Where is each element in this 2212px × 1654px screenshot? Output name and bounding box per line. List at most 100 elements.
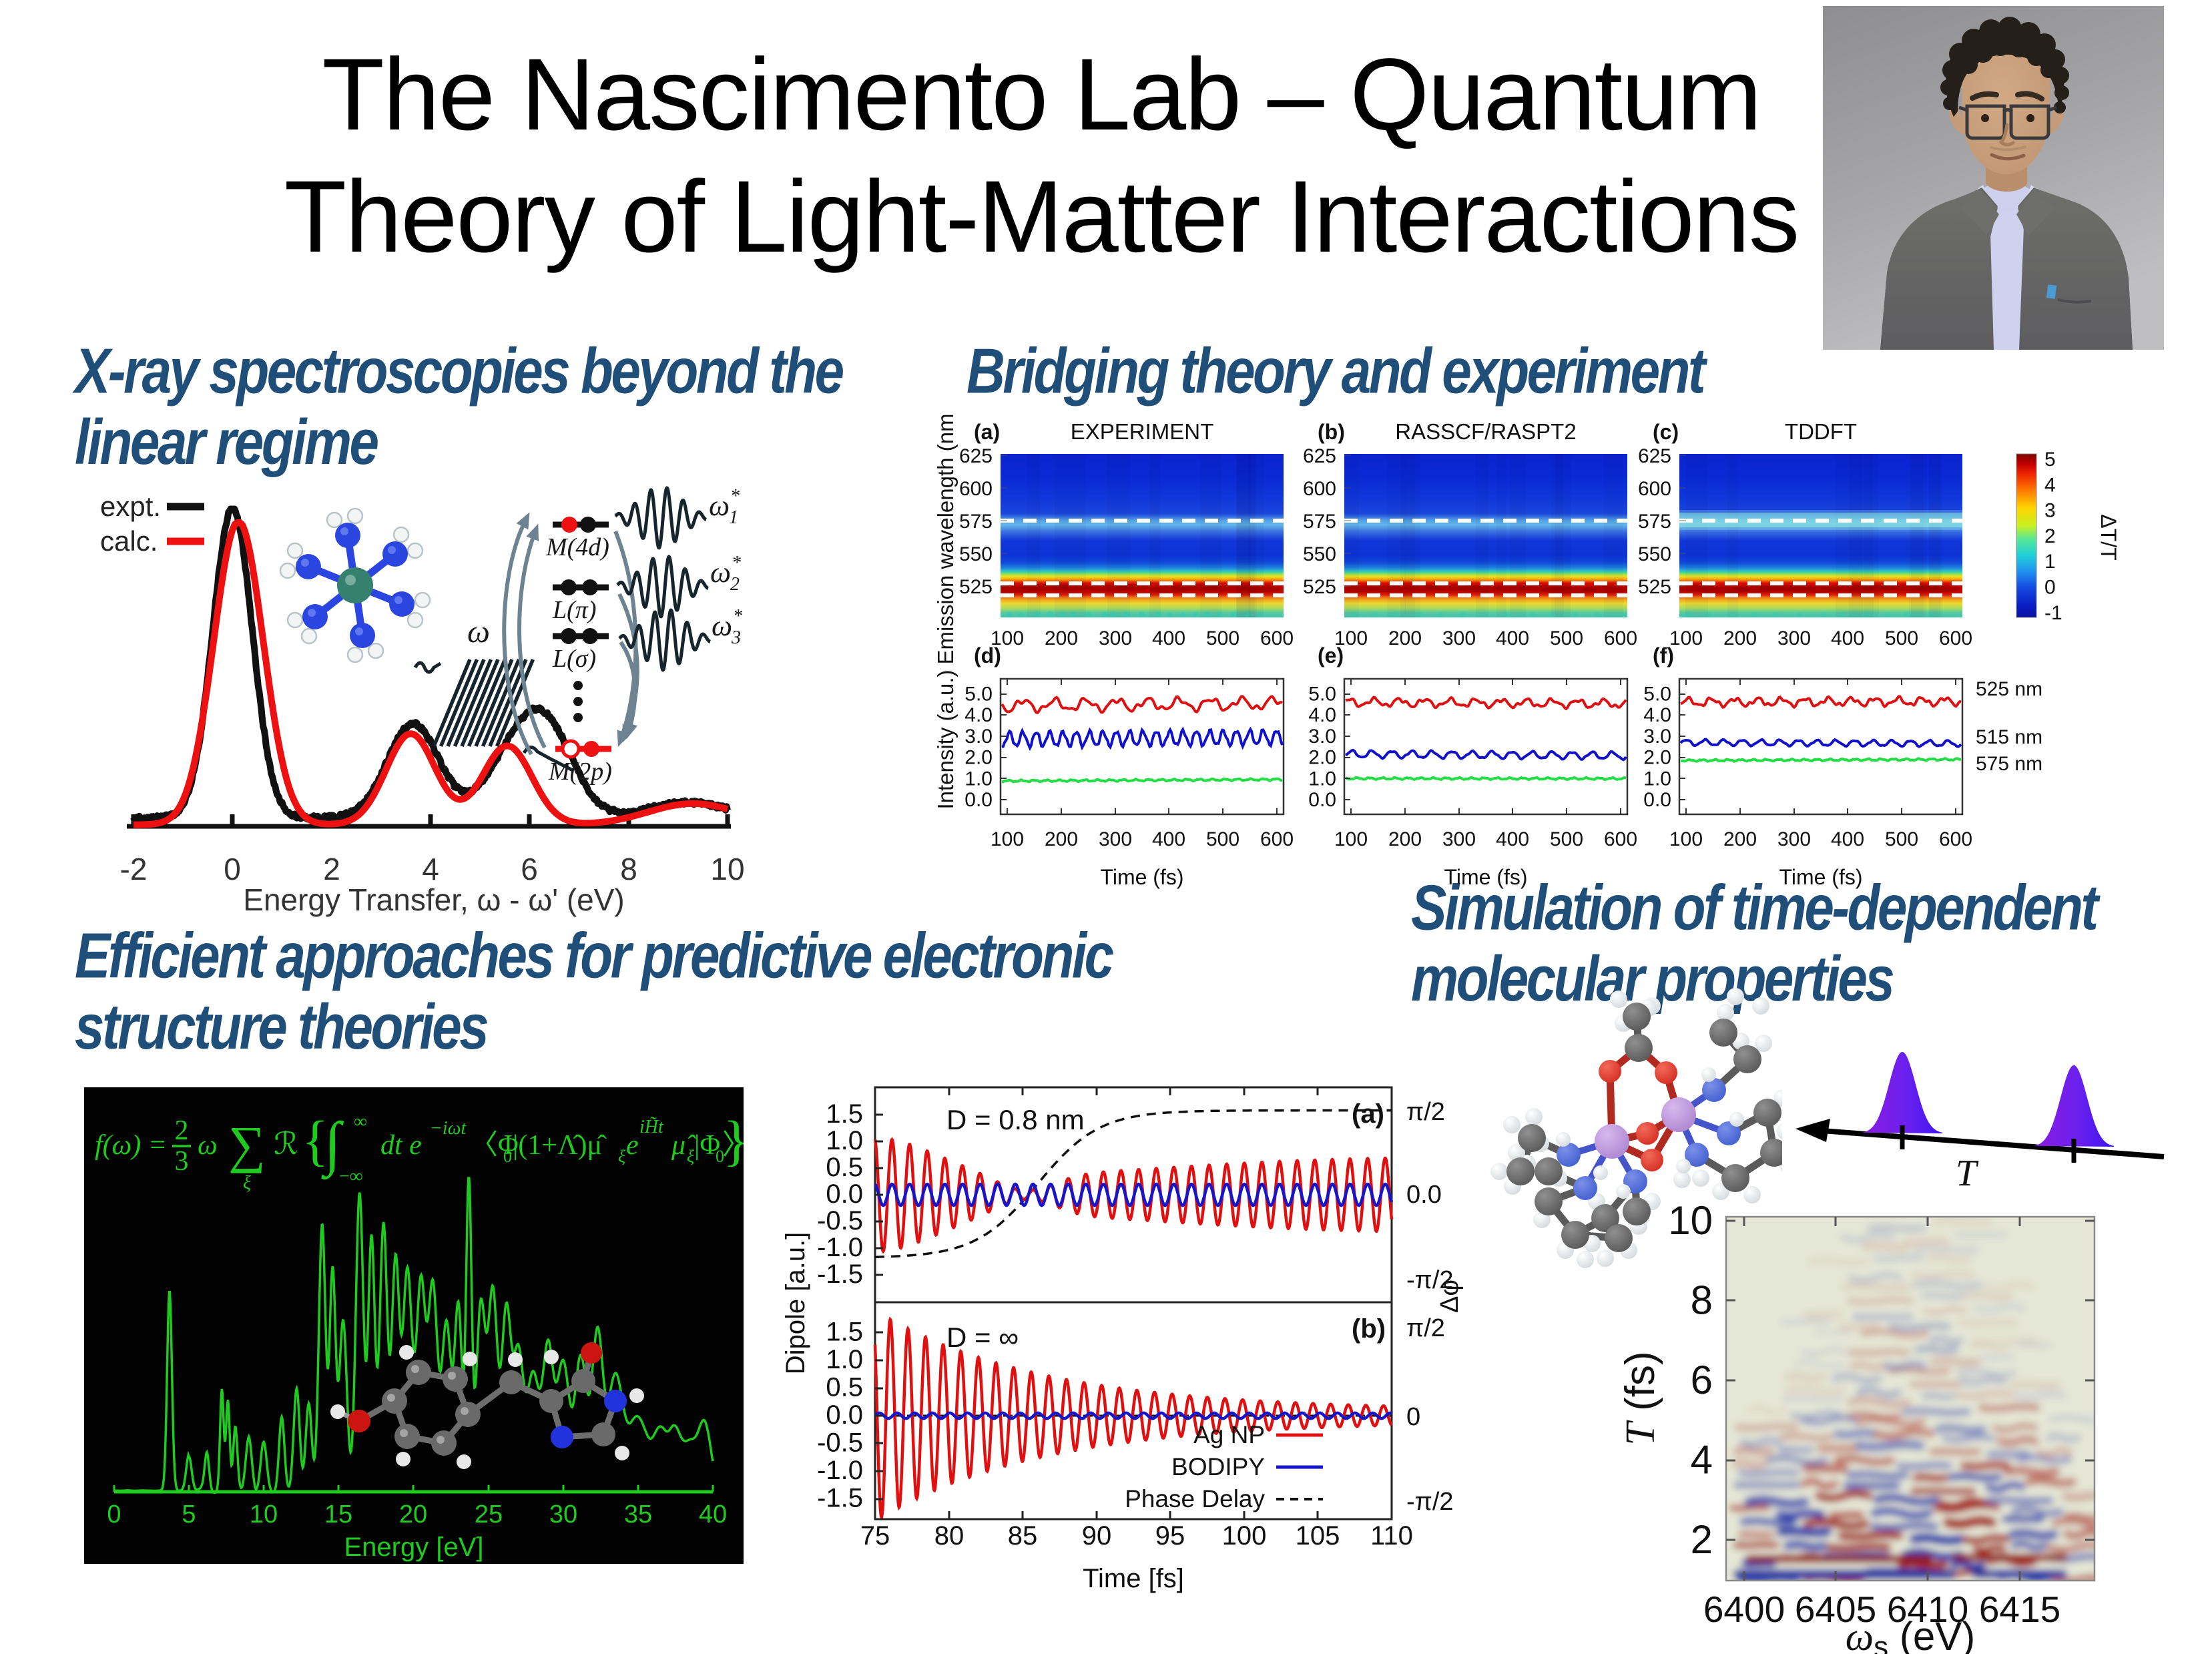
svg-text:ℛ: ℛ (274, 1127, 298, 1161)
svg-text:(a): (a) (1352, 1099, 1384, 1129)
svg-text:10: 10 (1668, 1198, 1713, 1243)
svg-text:∑: ∑ (228, 1115, 266, 1173)
svg-text:Time [fs]: Time [fs] (1083, 1564, 1184, 1593)
svg-text:8: 8 (1691, 1278, 1713, 1323)
svg-text:400: 400 (1496, 627, 1529, 649)
svg-text:4: 4 (422, 852, 439, 886)
svg-text:550: 550 (959, 543, 993, 565)
svg-text:625: 625 (1638, 445, 1671, 467)
svg-text:300: 300 (1442, 828, 1476, 850)
svg-text:EXPERIMENT: EXPERIMENT (1071, 419, 1214, 444)
svg-text:}: } (723, 1110, 744, 1172)
svg-text:Energy Transfer, ω - ω' (eV): Energy Transfer, ω - ω' (eV) (243, 882, 624, 917)
svg-text:105: 105 (1296, 1521, 1340, 1551)
svg-text:90: 90 (1082, 1521, 1112, 1551)
svg-text:ω: ω (712, 609, 732, 642)
svg-text:*: * (730, 486, 740, 507)
svg-text:Emission wavelength (nm): Emission wavelength (nm) (934, 414, 958, 664)
svg-text:5.0: 5.0 (964, 683, 993, 706)
svg-text:6400: 6400 (1703, 1589, 1785, 1630)
svg-text:300: 300 (1777, 627, 1811, 649)
svg-text:0.5: 0.5 (826, 1153, 863, 1182)
svg-text:0.0: 0.0 (826, 1179, 863, 1209)
svg-text:75: 75 (860, 1521, 890, 1551)
svg-text:300: 300 (1099, 627, 1132, 649)
svg-text:π/2: π/2 (1406, 1314, 1445, 1342)
svg-text:500: 500 (1550, 828, 1583, 850)
svg-text:ω: ω (710, 556, 731, 589)
svg-text:0: 0 (107, 1500, 121, 1529)
svg-text:600: 600 (959, 478, 993, 500)
svg-text:0: 0 (716, 1147, 724, 1166)
svg-text:4: 4 (1691, 1438, 1713, 1482)
svg-text:300: 300 (1777, 828, 1811, 850)
svg-text:400: 400 (1496, 828, 1529, 850)
svg-text:L(π): L(π) (552, 596, 596, 624)
svg-text:ΔT/T: ΔT/T (2097, 514, 2121, 560)
svg-text:3.0: 3.0 (1643, 726, 1671, 748)
svg-text:-1: -1 (2044, 602, 2062, 624)
svg-text:Time (fs): Time (fs) (1779, 865, 1862, 889)
svg-text:4.0: 4.0 (1643, 704, 1671, 726)
svg-text:-1.5: -1.5 (817, 1260, 863, 1289)
svg-text:*: * (733, 606, 742, 627)
svg-text:10: 10 (710, 852, 744, 886)
svg-text:200: 200 (1388, 828, 1422, 850)
svg-text:6405: 6405 (1795, 1589, 1876, 1630)
svg-text:|(1+Λ̂)μ̂: |(1+Λ̂)μ̂ (513, 1130, 607, 1161)
svg-text:(a): (a) (974, 420, 1000, 444)
svg-text:ξ: ξ (618, 1147, 626, 1166)
svg-text:200: 200 (1723, 828, 1757, 850)
svg-text:4: 4 (2044, 474, 2056, 496)
svg-text:M(4d): M(4d) (545, 533, 609, 561)
svg-text:95: 95 (1155, 1521, 1185, 1551)
svg-text:〉: 〉 (722, 1130, 744, 1161)
svg-text:-0.5: -0.5 (817, 1428, 863, 1458)
svg-text:L(σ): L(σ) (552, 645, 596, 673)
svg-text:5.0: 5.0 (1308, 683, 1336, 706)
svg-text:2: 2 (2044, 525, 2056, 547)
svg-text:100: 100 (991, 627, 1024, 649)
svg-text:8: 8 (620, 852, 637, 886)
svg-text:1.5: 1.5 (826, 1318, 863, 1347)
svg-text:-1.5: -1.5 (817, 1484, 863, 1513)
svg-text:Energy [eV]: Energy [eV] (344, 1533, 483, 1562)
svg-text:525: 525 (1638, 576, 1671, 598)
svg-text:BODIPY: BODIPY (1171, 1453, 1265, 1480)
svg-text:3.0: 3.0 (1308, 726, 1336, 748)
svg-text:1.0: 1.0 (964, 768, 993, 790)
svg-text:525: 525 (1303, 576, 1336, 598)
svg-text:0: 0 (224, 852, 241, 886)
svg-text:515 nm: 515 nm (1976, 726, 2042, 748)
svg-text:-2: -2 (120, 852, 148, 886)
svg-text:(b): (b) (1352, 1314, 1386, 1344)
svg-text:〈Φ: 〈Φ (470, 1130, 519, 1161)
svg-text:|Φ: |Φ (694, 1130, 720, 1161)
svg-text:400: 400 (1831, 828, 1864, 850)
svg-text:100: 100 (991, 828, 1024, 850)
svg-text:−iωt: −iωt (430, 1118, 467, 1139)
svg-text:200: 200 (1045, 828, 1078, 850)
svg-text:1.0: 1.0 (1643, 768, 1671, 790)
svg-text:1: 1 (729, 507, 738, 528)
svg-text:0: 0 (503, 1147, 512, 1166)
svg-text:80: 80 (934, 1521, 964, 1551)
svg-text:500: 500 (1885, 627, 1918, 649)
svg-text:ξ: ξ (243, 1173, 251, 1193)
svg-text:6415: 6415 (1979, 1589, 2060, 1630)
svg-text:25: 25 (475, 1500, 503, 1529)
svg-text:400: 400 (1831, 627, 1864, 649)
svg-text:1.0: 1.0 (826, 1126, 863, 1155)
svg-text:300: 300 (1442, 627, 1476, 649)
svg-text:1: 1 (2044, 551, 2056, 573)
svg-text:600: 600 (1638, 478, 1671, 500)
svg-text:600: 600 (1604, 828, 1637, 850)
svg-text:ξ: ξ (687, 1147, 695, 1166)
svg-text:2: 2 (730, 574, 740, 595)
svg-text:f(ω) =: f(ω) = (95, 1130, 167, 1161)
svg-text:calc.: calc. (100, 525, 158, 557)
svg-text:500: 500 (1550, 627, 1583, 649)
svg-text:(d): (d) (974, 643, 1001, 667)
svg-text:Δφ: Δφ (1436, 1280, 1464, 1313)
svg-text:Phase Delay: Phase Delay (1125, 1485, 1265, 1512)
